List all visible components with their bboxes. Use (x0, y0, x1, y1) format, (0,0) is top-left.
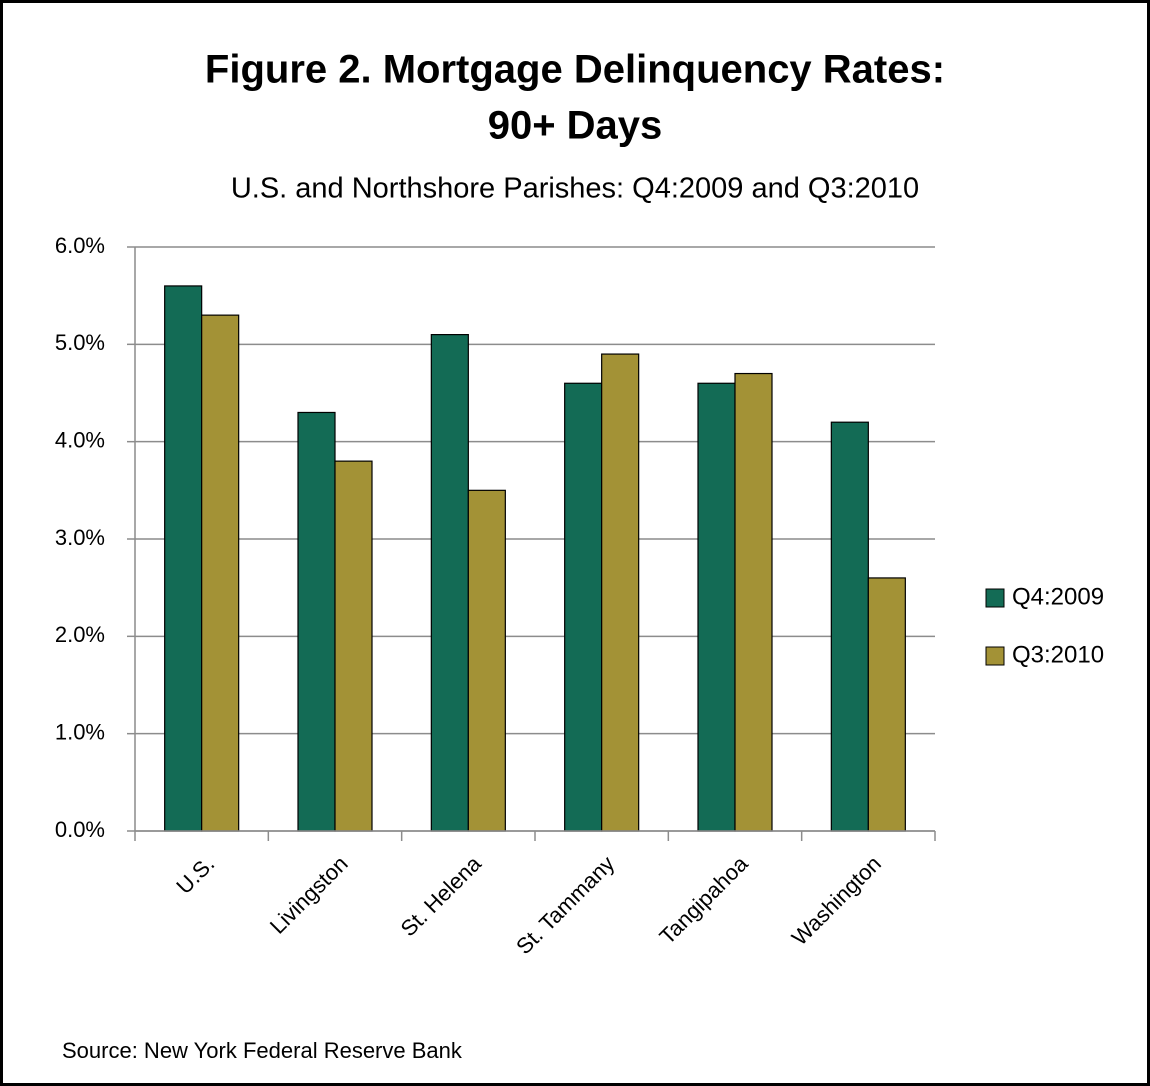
legend-swatch (985, 646, 1005, 666)
bar (334, 460, 373, 832)
bar (297, 411, 336, 832)
bar (867, 577, 906, 832)
bar (564, 382, 603, 832)
source-note: Source: New York Federal Reserve Bank (62, 1038, 463, 1063)
bar (734, 372, 773, 832)
legend-label: Q4:2009 (1012, 583, 1104, 610)
chart-title: 90+ Days (488, 104, 663, 148)
y-tick-label: 5.0% (55, 330, 105, 355)
y-tick-label: 3.0% (55, 525, 105, 550)
y-tick-label: 6.0% (55, 233, 105, 258)
bar (467, 489, 506, 832)
bar (164, 285, 203, 832)
bar (697, 382, 736, 832)
legend-swatch (985, 588, 1005, 608)
y-tick-label: 2.0% (55, 622, 105, 647)
chart-subtitle: U.S. and Northshore Parishes: Q4:2009 an… (231, 173, 919, 205)
y-tick-label: 1.0% (55, 719, 105, 744)
bar (201, 314, 240, 832)
bar (430, 334, 469, 832)
legend-label: Q3:2010 (1012, 641, 1104, 668)
y-tick-label: 4.0% (55, 427, 105, 452)
bar (830, 421, 869, 832)
bar (601, 353, 640, 832)
chart-title: Figure 2. Mortgage Delinquency Rates: (205, 48, 945, 92)
y-tick-label: 0.0% (55, 817, 105, 842)
